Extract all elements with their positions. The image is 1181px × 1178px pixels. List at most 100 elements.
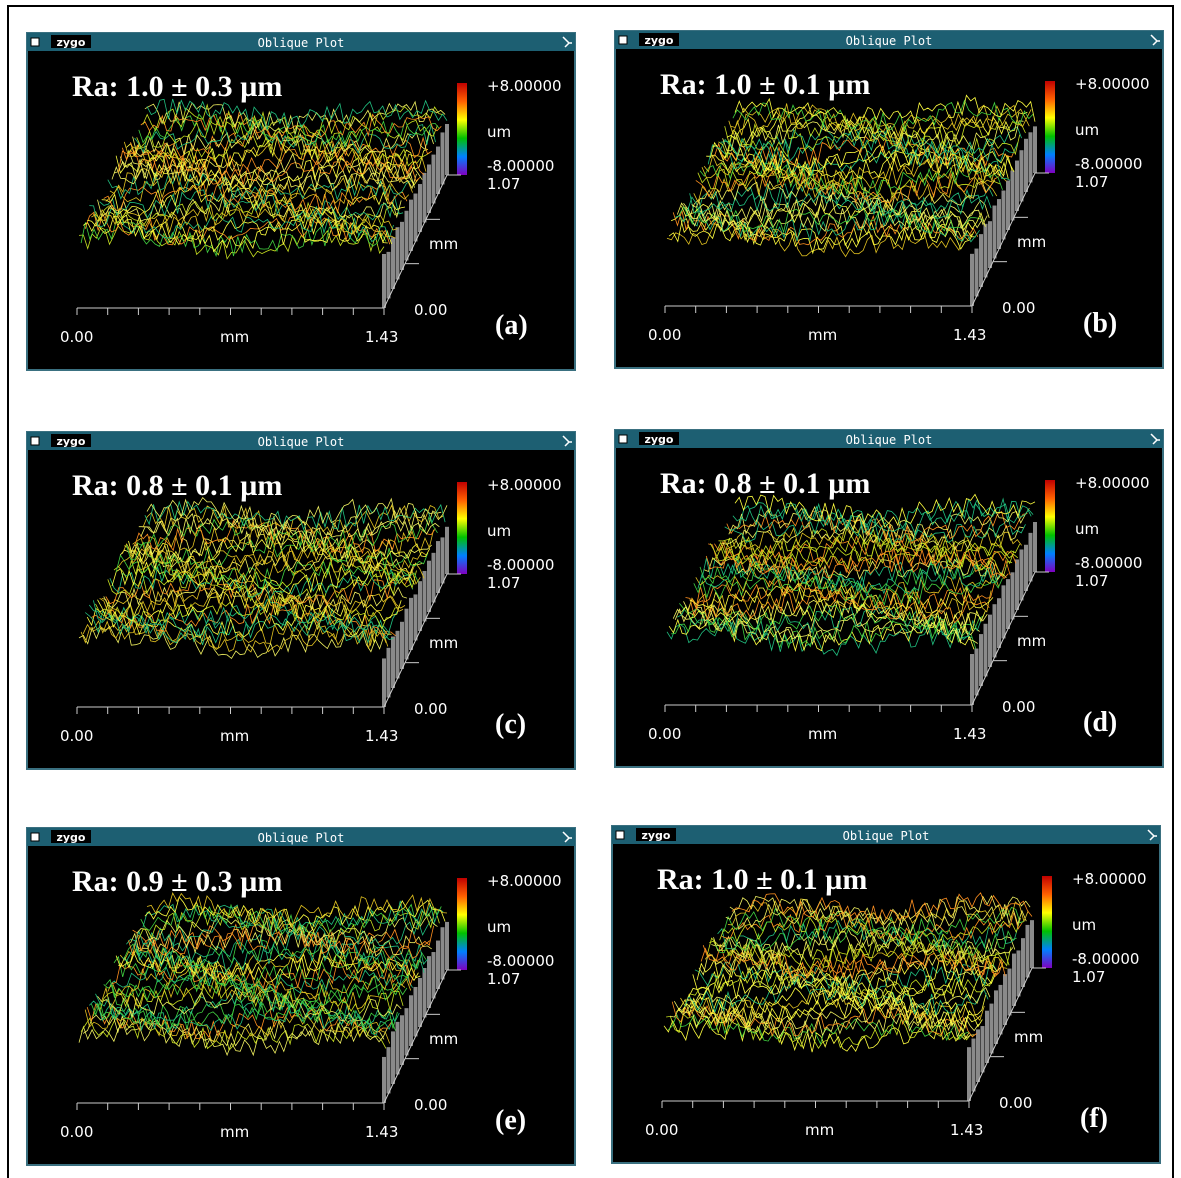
scale-min: -8.00000 <box>487 952 554 970</box>
surface-mesh <box>78 623 385 659</box>
scale-unit: um <box>487 123 511 141</box>
y-min: 0.00 <box>1002 299 1035 317</box>
surface-mesh <box>724 513 1026 546</box>
surface-mesh <box>679 202 984 235</box>
surface-mesh <box>711 930 1014 965</box>
surface-mesh <box>119 549 423 580</box>
surface-mesh <box>140 903 442 935</box>
scale-min: -8.00000 <box>1075 155 1142 173</box>
x-min: 0.00 <box>648 326 681 344</box>
color-bar <box>457 482 467 574</box>
surface-mesh <box>113 955 417 988</box>
x-max: 1.43 <box>365 727 398 745</box>
window-icon <box>562 36 572 48</box>
surface-mesh <box>734 94 1036 126</box>
surface-mesh <box>709 936 1012 967</box>
surface-mesh <box>99 587 404 621</box>
surface-mesh <box>88 604 394 641</box>
menu-icon <box>30 436 40 446</box>
surface-mesh <box>103 974 408 1010</box>
surface-mesh <box>134 120 436 154</box>
x-max: 1.43 <box>953 725 986 743</box>
surface-mesh <box>699 161 1003 196</box>
surface-mesh <box>681 596 986 634</box>
y-unit: mm <box>1017 233 1046 251</box>
x-unit: mm <box>220 328 249 346</box>
y-axis <box>383 174 448 309</box>
surface-mesh <box>80 620 387 653</box>
y-unit: mm <box>1017 632 1046 650</box>
window-title: Oblique Plot <box>843 829 930 843</box>
surface-mesh <box>687 188 992 219</box>
surface-mesh <box>101 184 406 219</box>
scale-min: -8.00000 <box>487 556 554 574</box>
surface-mesh <box>107 169 411 205</box>
menu-icon <box>615 830 625 840</box>
scale-unit: um <box>1075 121 1099 139</box>
y-axis <box>383 969 448 1104</box>
surface-mesh <box>146 496 448 531</box>
surface-mesh <box>144 100 446 135</box>
x-max: 1.43 <box>365 328 398 346</box>
panel-label: (e) <box>495 1105 526 1136</box>
surface-mesh <box>706 151 1009 181</box>
surface-mesh <box>119 148 423 181</box>
roughness: Ra: 0.9 ± 0.3 µm <box>72 865 282 898</box>
color-bar <box>1045 81 1055 173</box>
panel-label: (b) <box>1083 308 1117 339</box>
surface-mesh <box>97 590 402 626</box>
surface-mesh <box>82 619 389 649</box>
surface-mesh <box>700 947 1004 982</box>
surface-mesh <box>101 976 406 1013</box>
surface-mesh <box>126 536 429 569</box>
roughness: Ra: 0.8 ± 0.1 µm <box>660 467 870 500</box>
window-body <box>614 30 1164 369</box>
window-title: Oblique Plot <box>846 433 933 447</box>
logo: zygo <box>56 831 85 844</box>
surface-mesh <box>709 141 1013 178</box>
window-icon <box>1147 829 1157 841</box>
y-max: 1.07 <box>1075 572 1108 590</box>
logo: zygo <box>56 435 85 448</box>
surface-mesh <box>730 103 1032 138</box>
y-min: 0.00 <box>414 1096 447 1114</box>
surface-mesh <box>86 1002 392 1040</box>
x-max: 1.43 <box>950 1121 983 1139</box>
surface-mesh <box>91 207 396 239</box>
surface-mesh <box>673 1000 979 1032</box>
window-title: Oblique Plot <box>258 435 345 449</box>
logo: zygo <box>644 34 673 47</box>
surface-mesh <box>672 210 979 246</box>
surface-mesh <box>734 493 1036 529</box>
roughness: Ra: 1.0 ± 0.3 µm <box>72 70 282 103</box>
surface-mesh <box>726 510 1028 544</box>
surface-mesh <box>693 571 997 608</box>
y-max: 1.07 <box>487 175 520 193</box>
surface-mesh <box>681 198 986 232</box>
surface-mesh <box>721 909 1023 942</box>
y-max: 1.07 <box>487 574 520 592</box>
surface-mesh <box>696 956 1000 989</box>
surface-mesh <box>689 180 994 218</box>
surface-mesh <box>716 130 1019 167</box>
surface-mesh <box>103 178 408 214</box>
surface-mesh <box>134 916 436 950</box>
y-min: 0.00 <box>999 1094 1032 1112</box>
scale-max: +8.00000 <box>487 476 562 494</box>
x-min: 0.00 <box>60 328 93 346</box>
surface-mesh <box>89 205 394 243</box>
window-title: Oblique Plot <box>846 34 933 48</box>
y-axis <box>968 967 1033 1102</box>
menu-icon <box>30 37 40 47</box>
surface-mesh <box>115 554 419 589</box>
surface-mesh <box>683 594 988 626</box>
window-icon <box>562 831 572 843</box>
color-bar <box>457 83 467 175</box>
surface-mesh <box>144 500 446 531</box>
surface-mesh <box>706 937 1010 973</box>
surface-mesh <box>117 150 421 186</box>
logo-box <box>639 33 679 46</box>
surface-mesh <box>666 222 973 258</box>
